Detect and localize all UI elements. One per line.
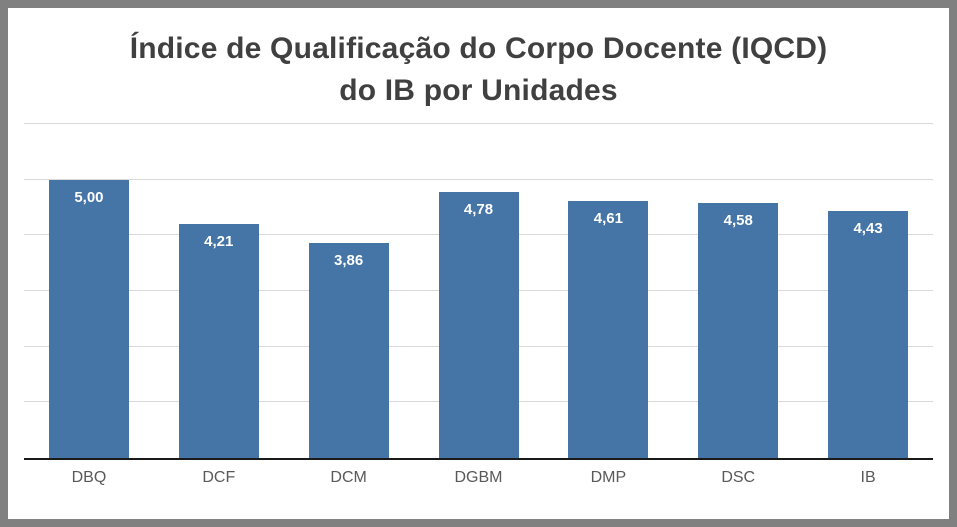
bar-slot-ib: 4,43 [803, 124, 933, 458]
category-label-dbq: DBQ [71, 469, 107, 486]
bar-dsc: 4,58 [698, 203, 779, 458]
bar-value-label-dgbm: 4,78 [463, 200, 494, 218]
bar-dmp: 4,61 [568, 201, 649, 458]
bar-slot-dcf: 4,21 [154, 124, 284, 458]
bar-dcf: 4,21 [178, 223, 259, 458]
chart-title-line-2: do IB por Unidades [339, 74, 618, 107]
category-label-dmp: DMP [590, 469, 627, 486]
category-label-dcm: DCM [330, 469, 367, 486]
bar-value-label-dcm: 3,86 [334, 252, 364, 270]
bar-slot-dcm: 3,86 [284, 124, 414, 458]
gridline [24, 178, 933, 180]
plot-area: 5,00 4,21 3,86 4,78 4,61 4,58 4,43 [24, 123, 933, 460]
bar-value-label-dmp: 4,61 [593, 210, 623, 228]
bar-value-label-dsc: 4,58 [723, 212, 753, 230]
category-label-dgbm: DGBM [454, 469, 503, 486]
gridline [24, 123, 933, 124]
iqcd-bar-chart: Índice de Qualificação do Corpo Docente … [8, 28, 949, 519]
chart-title-line-1: Índice de Qualificação do Corpo Docente … [129, 32, 828, 65]
category-label-ib: IB [860, 469, 876, 486]
bars-group: 5,00 4,21 3,86 4,78 4,61 4,58 4,43 [24, 124, 933, 458]
bar-value-label-dcf: 4,21 [204, 232, 234, 250]
bar-slot-dsc: 4,58 [673, 124, 803, 458]
bar-dcm: 3,86 [308, 243, 389, 458]
category-axis: DBQ DCF DCM DGBM DMP DSC IB [24, 460, 933, 487]
chart-title: Índice de Qualificação do Corpo Docente … [8, 28, 949, 112]
bar-slot-dmp: 4,61 [543, 124, 673, 458]
bar-ib: 4,43 [828, 211, 909, 458]
bar-dbq: 5,00 [48, 179, 129, 458]
category-label-dsc: DSC [721, 469, 756, 486]
bar-dgbm: 4,78 [438, 191, 519, 458]
bar-value-label-dbq: 5,00 [74, 188, 104, 206]
category-label-dcf: DCF [202, 469, 236, 486]
bar-slot-dgbm: 4,78 [414, 124, 544, 458]
bar-slot-dbq: 5,00 [24, 124, 154, 458]
bar-value-label-ib: 4,43 [853, 220, 883, 238]
